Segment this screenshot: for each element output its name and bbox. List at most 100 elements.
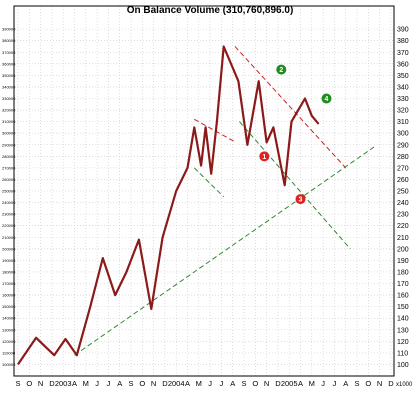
y-tick-label-left: 360000 bbox=[2, 61, 16, 66]
x-tick-label: N bbox=[151, 379, 156, 388]
x-tick-label: S bbox=[354, 379, 359, 388]
y-tick-label: 190 bbox=[397, 258, 409, 265]
y-tick-label-left: 220000 bbox=[2, 223, 16, 228]
x-tick-label: J bbox=[220, 379, 224, 388]
y-tick-label-left: 230000 bbox=[2, 212, 16, 217]
y-tick-label-left: 350000 bbox=[2, 73, 16, 78]
x-tick-label: J bbox=[208, 379, 212, 388]
y-tick-label: 370 bbox=[397, 50, 409, 57]
x-tick-label: S bbox=[241, 379, 246, 388]
x-tick-label: O bbox=[252, 379, 258, 388]
y-tick-label-left: 120000 bbox=[2, 339, 16, 344]
marker-label: 4 bbox=[325, 96, 329, 103]
y-tick-label-left: 290000 bbox=[2, 142, 16, 147]
y-tick-label: 240 bbox=[397, 200, 409, 207]
y-tick-label-left: 250000 bbox=[2, 189, 16, 194]
trendline bbox=[234, 46, 347, 169]
pattern-markers: 1 2 3 4 bbox=[259, 64, 332, 205]
x-tick-label: D bbox=[388, 379, 394, 388]
y-tick-label-left: 160000 bbox=[2, 293, 16, 298]
marker-label: 2 bbox=[279, 67, 283, 74]
y-tick-label: 150 bbox=[397, 304, 409, 311]
marker-circle bbox=[259, 151, 270, 162]
y-tick-label: 220 bbox=[397, 223, 409, 230]
y-tick-label: 280 bbox=[397, 154, 409, 161]
unit-label: x1000 bbox=[396, 382, 413, 388]
x-tick-label: S bbox=[15, 379, 20, 388]
obv-series bbox=[17, 45, 320, 366]
marker-circle bbox=[321, 93, 332, 104]
grid bbox=[14, 6, 394, 376]
x-tick-label: 2004 bbox=[168, 379, 185, 388]
x-tick-label: A bbox=[185, 379, 190, 388]
marker-circle bbox=[276, 64, 287, 75]
y-tick-label: 130 bbox=[397, 327, 409, 334]
marker-label: 3 bbox=[299, 197, 303, 204]
x-tick-label: S bbox=[128, 379, 133, 388]
y-tick-label: 120 bbox=[397, 339, 409, 346]
y-tick-label: 350 bbox=[397, 73, 409, 80]
y-tick-label-left: 280000 bbox=[2, 154, 16, 159]
x-tick-label: A bbox=[343, 379, 348, 388]
y-tick-label-left: 200000 bbox=[2, 246, 16, 251]
y-tick-label-left: 320000 bbox=[2, 108, 16, 113]
y-tick-label: 180 bbox=[397, 269, 409, 276]
x-tick-label: 2003 bbox=[55, 379, 72, 388]
x-tick-label: D bbox=[49, 379, 55, 388]
y-tick-label: 160 bbox=[397, 293, 409, 300]
obv-line bbox=[17, 45, 320, 366]
x-axis-ticks: S O N D 2003 A M J J A S O N D 2004 A M J J A S O N D 2005 A M J J A S… bbox=[15, 379, 394, 388]
x-tick-label: J bbox=[321, 379, 325, 388]
y-tick-label: 310 bbox=[397, 119, 409, 126]
y-tick-label-left: 340000 bbox=[2, 84, 16, 89]
y-tick-label-left: 310000 bbox=[2, 119, 16, 124]
trendline bbox=[193, 167, 225, 198]
y-tick-label: 230 bbox=[397, 212, 409, 219]
y-tick-label: 320 bbox=[397, 108, 409, 115]
y-tick-label-left: 380000 bbox=[2, 38, 16, 43]
x-tick-label: A bbox=[72, 379, 77, 388]
y-tick-label: 380 bbox=[397, 38, 409, 45]
y-tick-label-left: 150000 bbox=[2, 304, 16, 309]
x-tick-label: J bbox=[107, 379, 111, 388]
x-tick-label: N bbox=[377, 379, 382, 388]
y-tick-label: 100 bbox=[397, 362, 409, 369]
y-tick-label: 290 bbox=[397, 142, 409, 149]
y-tick-label: 170 bbox=[397, 281, 409, 288]
y-tick-label: 140 bbox=[397, 316, 409, 323]
y-axis-ticks: 100 100000 110 110000 120 120000 130 130000 140 1… bbox=[2, 27, 409, 369]
x-tick-label: N bbox=[38, 379, 43, 388]
y-tick-label-left: 330000 bbox=[2, 96, 16, 101]
y-tick-label-left: 270000 bbox=[2, 165, 16, 170]
x-tick-label: M bbox=[309, 379, 315, 388]
y-tick-label: 330 bbox=[397, 96, 409, 103]
y-tick-label-left: 390000 bbox=[2, 27, 16, 32]
y-tick-label: 340 bbox=[397, 84, 409, 91]
y-tick-label: 250 bbox=[397, 189, 409, 196]
y-tick-label-left: 370000 bbox=[2, 50, 16, 55]
trendlines bbox=[74, 46, 375, 356]
y-tick-label-left: 210000 bbox=[2, 235, 16, 240]
x-tick-label: A bbox=[298, 379, 303, 388]
x-tick-label: J bbox=[95, 379, 99, 388]
y-tick-label-left: 180000 bbox=[2, 269, 16, 274]
y-tick-label: 360 bbox=[397, 61, 409, 68]
y-tick-label-left: 240000 bbox=[2, 200, 16, 205]
y-tick-label-left: 110000 bbox=[2, 350, 16, 355]
x-tick-label: D bbox=[162, 379, 168, 388]
x-tick-label: O bbox=[139, 379, 145, 388]
x-tick-label: A bbox=[117, 379, 122, 388]
trendline bbox=[239, 121, 351, 250]
x-tick-label: O bbox=[365, 379, 371, 388]
y-tick-label: 390 bbox=[397, 27, 409, 34]
marker-circle bbox=[295, 194, 306, 205]
plot-frame bbox=[13, 5, 395, 377]
x-tick-label: N bbox=[264, 379, 269, 388]
x-tick-label: M bbox=[83, 379, 89, 388]
x-tick-label: O bbox=[26, 379, 32, 388]
y-tick-label-left: 130000 bbox=[2, 327, 16, 332]
x-tick-label: 2005 bbox=[281, 379, 298, 388]
x-tick-label: A bbox=[230, 379, 235, 388]
marker-label: 1 bbox=[262, 154, 266, 161]
y-tick-label: 110 bbox=[397, 350, 408, 357]
